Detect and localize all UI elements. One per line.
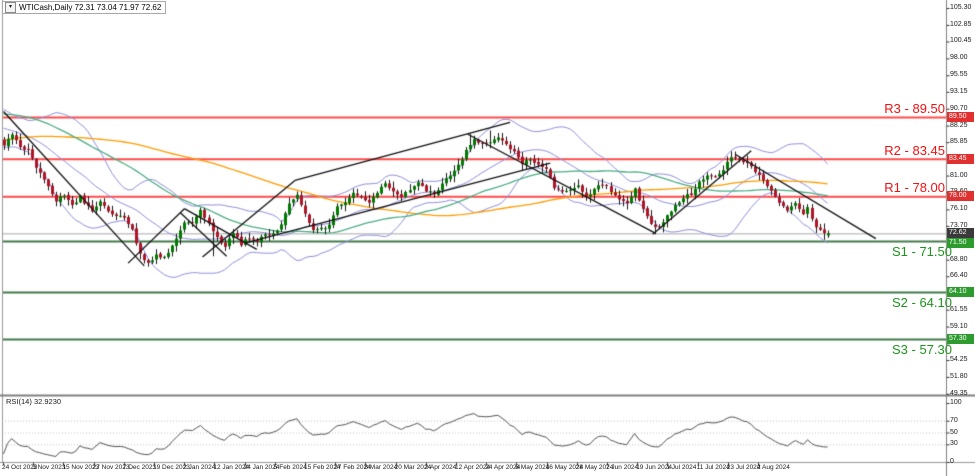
rsi-axis-label: 100 bbox=[950, 399, 962, 406]
date-label: 6 May 2024 bbox=[515, 464, 550, 471]
price-tick-label: 61.55 bbox=[950, 305, 968, 313]
support-label-s3: S3 - 57.30 bbox=[892, 341, 952, 357]
date-label: 24 Jan 2024 bbox=[243, 464, 280, 471]
price-badge-64.10: 64.10 bbox=[947, 287, 974, 298]
rsi-value: 32.9230 bbox=[33, 397, 62, 406]
date-label: 2 Aug 2024 bbox=[757, 464, 790, 471]
date-label: 15 Feb 2024 bbox=[304, 464, 341, 471]
price-tick-label: 76.10 bbox=[950, 205, 968, 213]
rsi-axis-label: 30 bbox=[950, 440, 958, 448]
chart-legend: ▾ WTICash,Daily 72.31 73.04 71.97 72.62 bbox=[2, 1, 167, 14]
date-label: 19 Jun 2024 bbox=[636, 464, 672, 471]
resistance-label-r3: R3 - 89.50 bbox=[884, 100, 945, 116]
price-badge-83.45: 83.45 bbox=[947, 153, 974, 164]
price-tick-label: 85.85 bbox=[950, 138, 968, 146]
date-label: 5 Feb 2024 bbox=[273, 464, 307, 471]
support-label-s2: S2 - 64.10 bbox=[892, 295, 952, 311]
price-tick-label: 88.25 bbox=[950, 121, 968, 129]
price-tick-label: 59.10 bbox=[950, 322, 968, 330]
date-label: 2 Jan 2024 bbox=[183, 464, 216, 471]
price-badge-72.62: 72.62 bbox=[947, 228, 974, 239]
rsi-axis-label: 50 bbox=[950, 428, 958, 436]
date-label: 8 Mar 2024 bbox=[364, 464, 398, 471]
price-badge-89.50: 89.50 bbox=[947, 111, 974, 122]
price-tick-label: 102.85 bbox=[950, 20, 972, 28]
support-label-s1: S1 - 71.50 bbox=[892, 244, 952, 260]
rsi-indicator-label: RSI(14) 32.9230 bbox=[6, 397, 61, 406]
date-label: 15 Nov 2023 bbox=[62, 464, 100, 471]
rsi-axis-label: 70 bbox=[950, 416, 958, 424]
resistance-label-r2: R2 - 83.45 bbox=[884, 142, 945, 158]
date-label: 20 Mar 2024 bbox=[394, 464, 432, 471]
price-tick-label: 98.00 bbox=[950, 54, 968, 62]
date-label: 12 Jan 2024 bbox=[213, 464, 250, 471]
date-label: 27 Feb 2024 bbox=[334, 464, 371, 471]
date-label: 1 Jul 2024 bbox=[666, 464, 697, 471]
price-tick-label: 54.25 bbox=[950, 356, 968, 364]
price-badge-71.50: 71.50 bbox=[947, 238, 974, 249]
date-label: 27 Nov 2023 bbox=[92, 464, 130, 471]
rsi-name: RSI(14) bbox=[6, 397, 32, 406]
price-tick-label: 100.45 bbox=[950, 37, 972, 45]
price-badge-57.30: 57.30 bbox=[947, 333, 974, 344]
symbol-dropdown-icon[interactable]: ▾ bbox=[5, 2, 16, 13]
price-tick-label: 49.35 bbox=[950, 389, 968, 397]
date-label: 24 Oct 2023 bbox=[2, 464, 38, 471]
price-tick-label: 81.00 bbox=[950, 171, 968, 179]
date-label: 3 Nov 2023 bbox=[32, 464, 66, 471]
date-label: 16 May 2024 bbox=[545, 464, 584, 471]
date-label: 2 Apr 2024 bbox=[424, 464, 457, 471]
date-label: 11 Jul 2024 bbox=[696, 464, 730, 471]
date-label: 19 Dec 2023 bbox=[153, 464, 190, 471]
date-label: 7 Jun 2024 bbox=[606, 464, 639, 471]
chart-title: WTICash,Daily 72.31 73.04 71.97 72.62 bbox=[19, 3, 162, 12]
rsi-axis-label: 0 bbox=[950, 458, 954, 465]
resistance-label-r1: R1 - 78.00 bbox=[884, 180, 945, 196]
price-tick-label: 66.40 bbox=[950, 272, 968, 280]
date-label: 23 Jul 2024 bbox=[726, 464, 761, 471]
price-badge-78.00: 78.00 bbox=[947, 191, 974, 202]
price-tick-label: 93.15 bbox=[950, 87, 968, 95]
price-tick-label: 95.55 bbox=[950, 71, 968, 79]
date-label: 7 Dec 2023 bbox=[122, 464, 157, 471]
price-tick-label: 51.80 bbox=[950, 372, 968, 380]
price-tick-label: 73.70 bbox=[950, 221, 968, 229]
price-tick-label: 90.70 bbox=[950, 104, 968, 112]
date-label: 28 May 2024 bbox=[575, 464, 614, 471]
price-tick-label: 68.80 bbox=[950, 255, 968, 263]
date-label: 24 Apr 2024 bbox=[485, 464, 521, 471]
price-tick-label: 105.30 bbox=[950, 4, 972, 12]
date-label: 12 Apr 2024 bbox=[455, 464, 491, 471]
